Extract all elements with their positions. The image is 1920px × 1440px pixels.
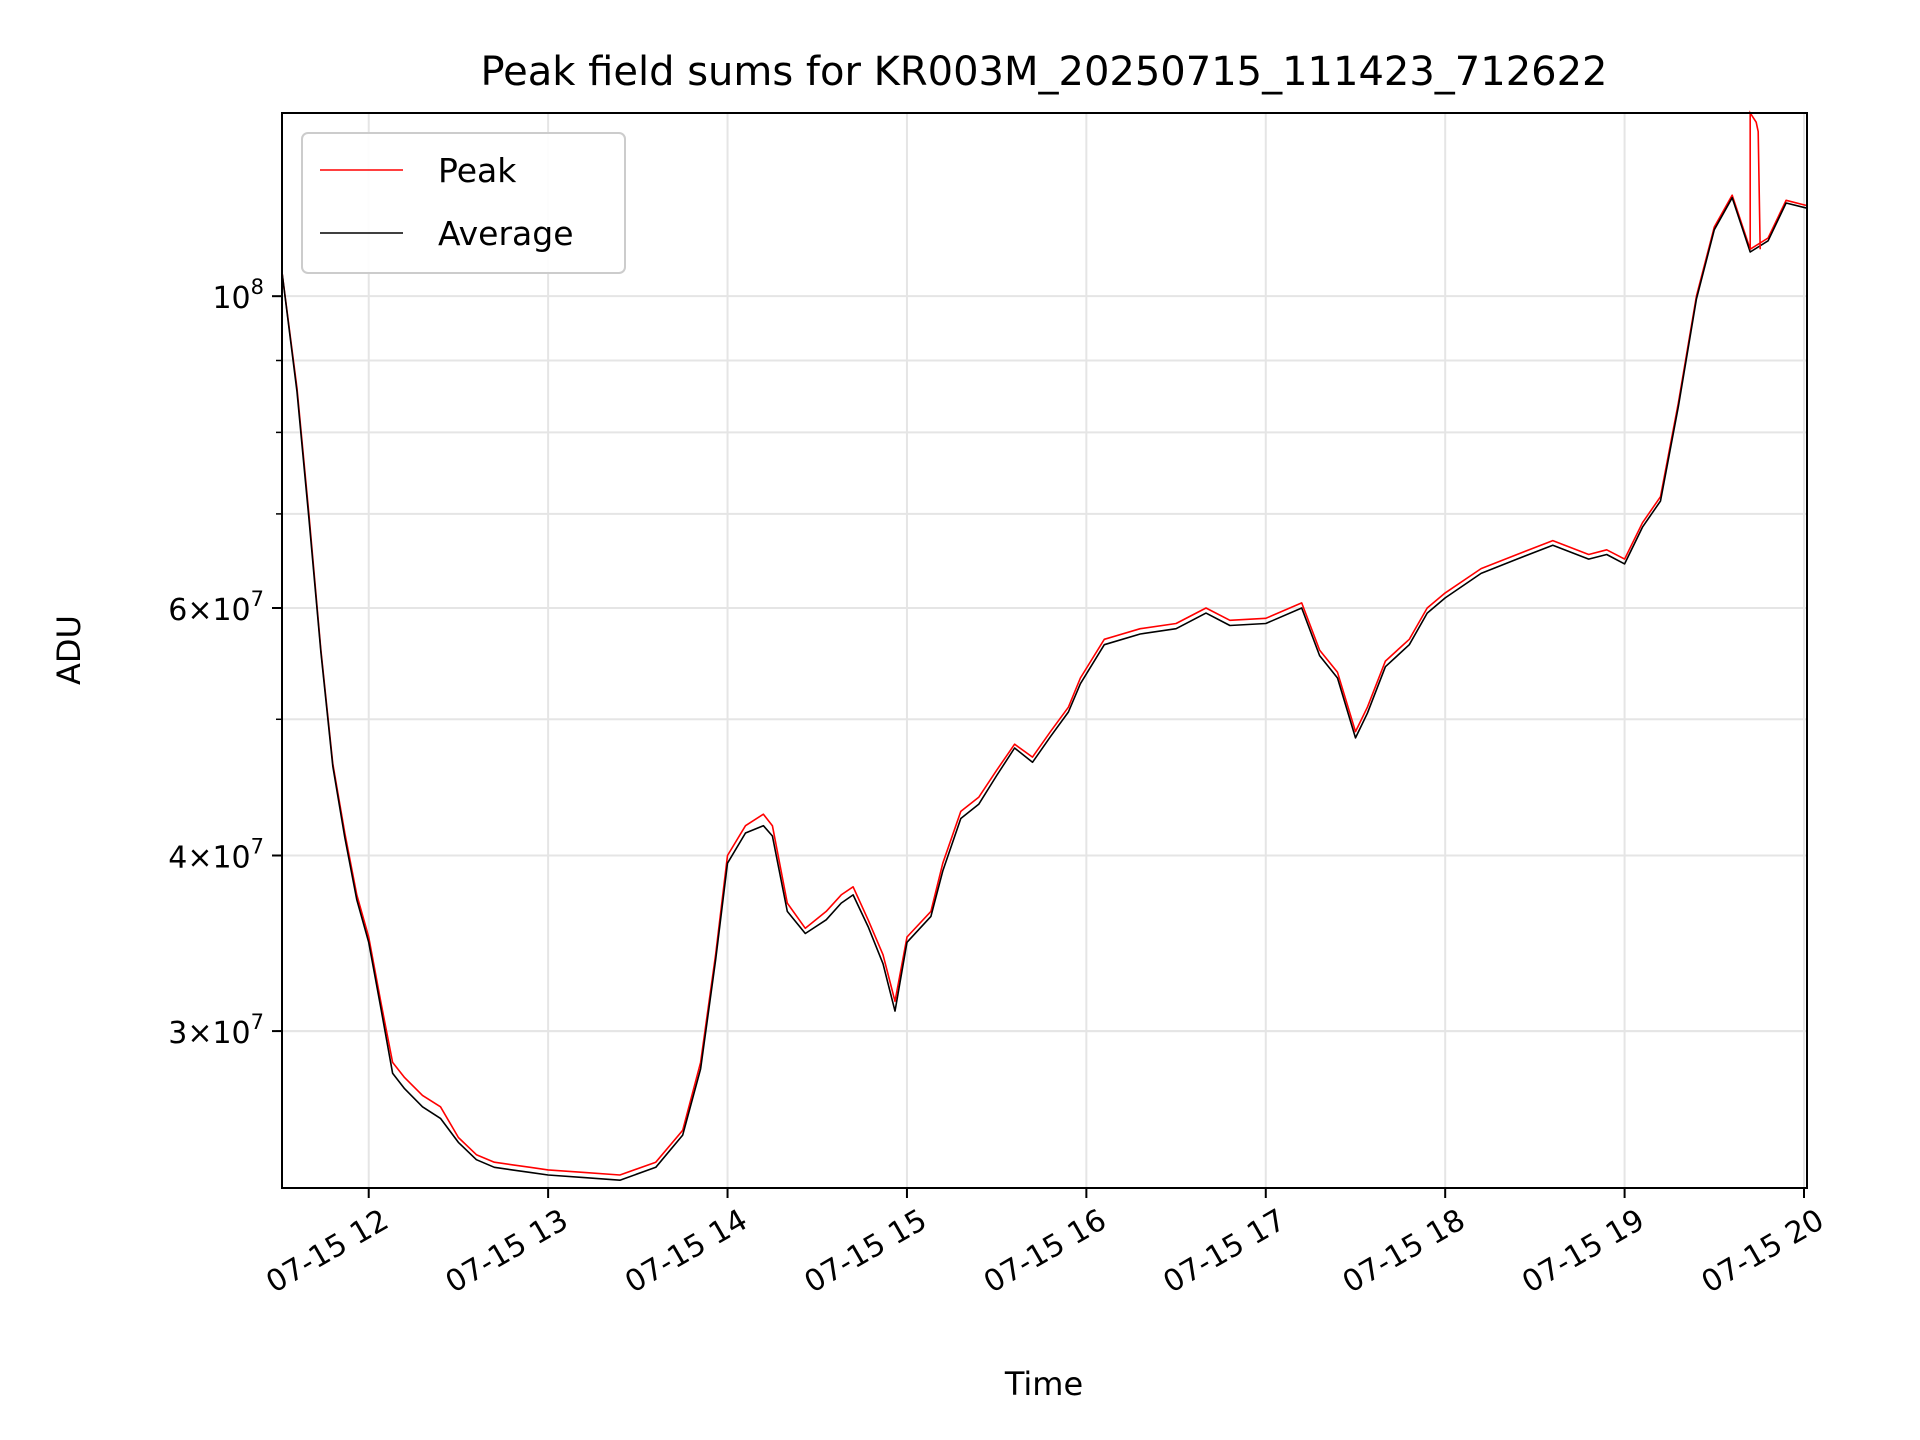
legend-label-average: Average: [438, 214, 574, 253]
series-line-peak: [281, 194, 1808, 1176]
y-tick-label: 3×107: [168, 1010, 264, 1051]
y-tick-label: 108: [212, 275, 264, 316]
peak-spike: [1749, 110, 1761, 250]
grid: [282, 113, 1807, 1188]
y-tick-label: 4×107: [168, 834, 264, 875]
series-line-average: [281, 196, 1808, 1181]
legend: Peak Average: [301, 132, 626, 274]
y-axis-ticks: 3×107 4×107 6×107 108: [168, 275, 282, 1051]
y-tick-label: 6×107: [168, 587, 264, 628]
y-axis-title: ADU: [50, 615, 88, 685]
chart-title: Peak field sums for KR003M_20250715_1114…: [480, 49, 1607, 95]
x-axis-title: Time: [1004, 1365, 1083, 1403]
legend-label-peak: Peak: [438, 151, 517, 190]
plot-area-frame: [281, 112, 1808, 1189]
series-lines: [281, 110, 1808, 1181]
legend-box: [301, 132, 626, 274]
